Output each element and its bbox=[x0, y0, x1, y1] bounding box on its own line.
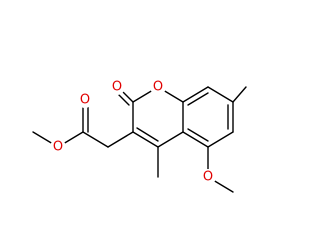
label-halo bbox=[150, 79, 166, 95]
label-halo bbox=[50, 139, 66, 155]
atom-label: O bbox=[53, 140, 63, 155]
label-halo bbox=[200, 169, 216, 185]
label-halo bbox=[77, 92, 93, 108]
atom-label: O bbox=[112, 80, 122, 95]
atom-label: O bbox=[203, 170, 213, 185]
bonds bbox=[32, 86, 247, 193]
atom-label: O bbox=[153, 80, 163, 95]
atom-label: O bbox=[80, 93, 90, 108]
label-halo bbox=[109, 79, 125, 95]
atom-labels: O O O O O bbox=[50, 79, 216, 185]
molecule-diagram: O O O O O bbox=[32, 79, 247, 193]
